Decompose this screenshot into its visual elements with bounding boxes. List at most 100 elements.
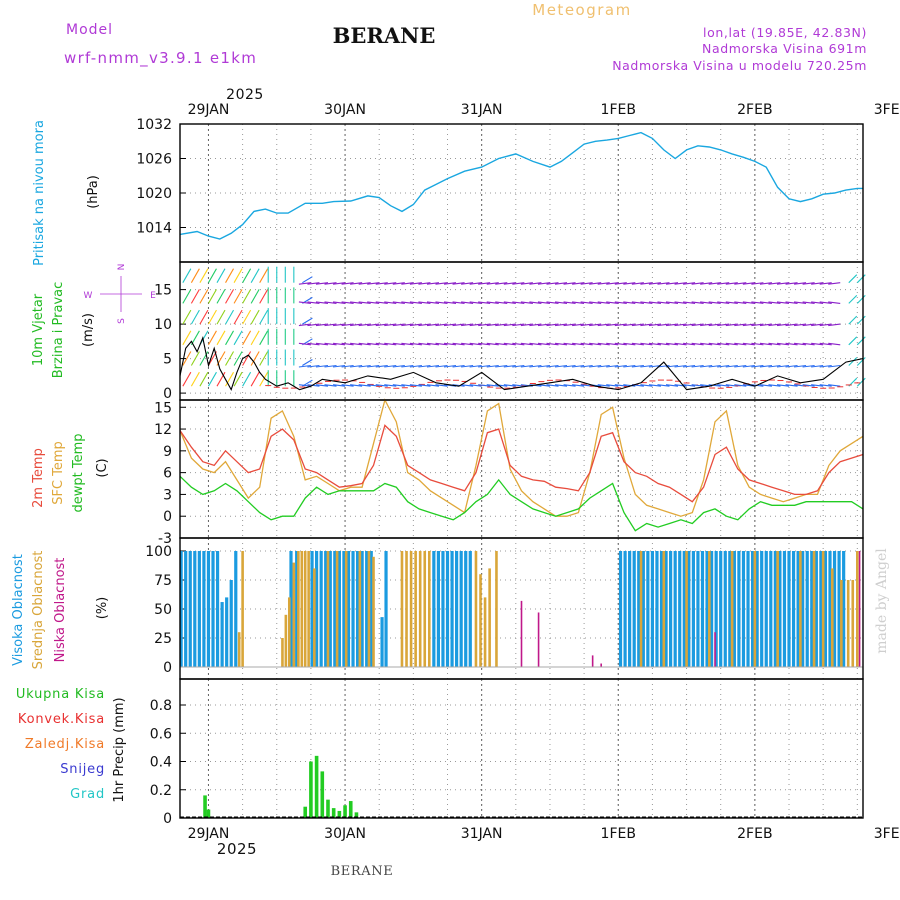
wind-barb	[589, 282, 602, 285]
wind-barb	[332, 282, 346, 285]
cloud-bar	[591, 655, 594, 667]
wind-barb	[452, 323, 465, 327]
cloud-bar	[682, 551, 686, 667]
wind-barb	[182, 371, 192, 387]
wind-barb	[341, 323, 354, 327]
wind-barb	[580, 323, 593, 327]
cloud-bar	[202, 551, 206, 667]
wind-barb	[742, 282, 755, 285]
wind-barb	[640, 323, 653, 327]
wind-barb	[665, 301, 679, 304]
wind-barb	[614, 323, 627, 327]
wind-barb	[606, 282, 619, 285]
wind-barb	[409, 301, 422, 304]
wind-barb	[802, 301, 815, 304]
cloud-bar	[287, 597, 291, 667]
wind-title-2: Brzina i Pravac	[51, 282, 66, 379]
cloud-bar	[400, 551, 404, 667]
wind-barb	[216, 268, 226, 283]
wind-barb	[802, 384, 815, 387]
cloud-bar	[295, 551, 299, 667]
cloud-bar	[655, 551, 659, 667]
cloud-bar	[773, 551, 777, 667]
wind-barb	[242, 309, 252, 325]
cloud-bar	[355, 551, 360, 667]
cloud-bar	[719, 551, 723, 667]
wind-barb	[563, 282, 576, 285]
wind-barb	[401, 301, 414, 304]
wind-barb	[751, 364, 764, 368]
wind-barb	[486, 282, 499, 285]
wind-barb	[759, 364, 773, 368]
wind-barb	[225, 371, 235, 387]
cloud-bar	[284, 614, 288, 667]
precip-bar	[326, 799, 330, 818]
wind-barb	[623, 282, 636, 285]
cloud-bar	[326, 551, 330, 667]
cloud-bar	[821, 551, 825, 667]
wind-barb	[785, 384, 798, 387]
cloud-bar	[468, 551, 472, 667]
wind-barb	[190, 289, 200, 304]
cloud-bar	[405, 551, 408, 667]
pressure-line	[179, 131, 863, 240]
wind-barb	[657, 384, 670, 387]
wind-barb	[233, 289, 243, 304]
wind-barb	[648, 364, 662, 368]
wind-barb	[725, 323, 738, 327]
wind-barb	[776, 301, 790, 304]
wind-barb	[443, 342, 457, 346]
precip-bar	[206, 809, 211, 818]
wind-barb	[242, 371, 252, 387]
cloud-bar	[445, 551, 450, 667]
wind-barb	[614, 342, 627, 346]
wind-barb	[495, 323, 508, 327]
wind-barb	[623, 342, 636, 346]
cloud-bar	[623, 551, 627, 667]
wind-barb	[302, 317, 313, 325]
y-tick-label: 0	[163, 811, 172, 827]
cloud-bar	[335, 551, 339, 667]
wind-barb	[683, 342, 696, 346]
wind-barb	[708, 364, 721, 368]
cloud-bar	[753, 551, 757, 667]
wind-barb	[572, 282, 585, 285]
wind-barb	[216, 371, 226, 387]
cloud-bars	[179, 551, 863, 668]
wind-barb	[341, 384, 354, 387]
wind-barb	[332, 364, 346, 368]
wind-barb	[640, 364, 653, 368]
wind-barb	[418, 364, 431, 368]
wind-barb	[495, 364, 508, 368]
wind-barb	[631, 342, 644, 346]
wind-barb	[811, 384, 824, 387]
wind-barb	[614, 364, 627, 368]
temp-grid	[180, 400, 863, 539]
wind-barb	[478, 364, 491, 368]
cloud-bar	[184, 551, 188, 667]
wind-barb	[742, 323, 755, 327]
wind-barb	[520, 301, 533, 304]
wind-barb	[315, 323, 329, 327]
wind-barb	[623, 323, 636, 327]
wind-barb	[554, 323, 568, 327]
wind-barb	[529, 342, 542, 346]
wind-barb	[375, 342, 388, 346]
wind-barb	[657, 323, 670, 327]
wind-barb	[768, 323, 781, 327]
precip-panel: Ukupna Kisa Konvek.Kisa Zaledj.Kisa Snij…	[16, 678, 864, 827]
cloud-bar	[669, 551, 673, 667]
wind-barb	[640, 282, 653, 285]
cloud-bar	[315, 551, 319, 667]
cloud-bar	[384, 551, 388, 667]
wind-barb	[520, 364, 533, 368]
wind-barb	[298, 384, 311, 387]
wind-barb	[298, 342, 311, 346]
wind-barb	[384, 301, 397, 304]
wind-barb	[461, 364, 474, 368]
wind-barb	[520, 323, 533, 327]
wind-barb	[691, 282, 704, 285]
wind-barb	[589, 342, 602, 346]
wind-barb	[426, 323, 440, 327]
wind-barb	[233, 309, 243, 325]
